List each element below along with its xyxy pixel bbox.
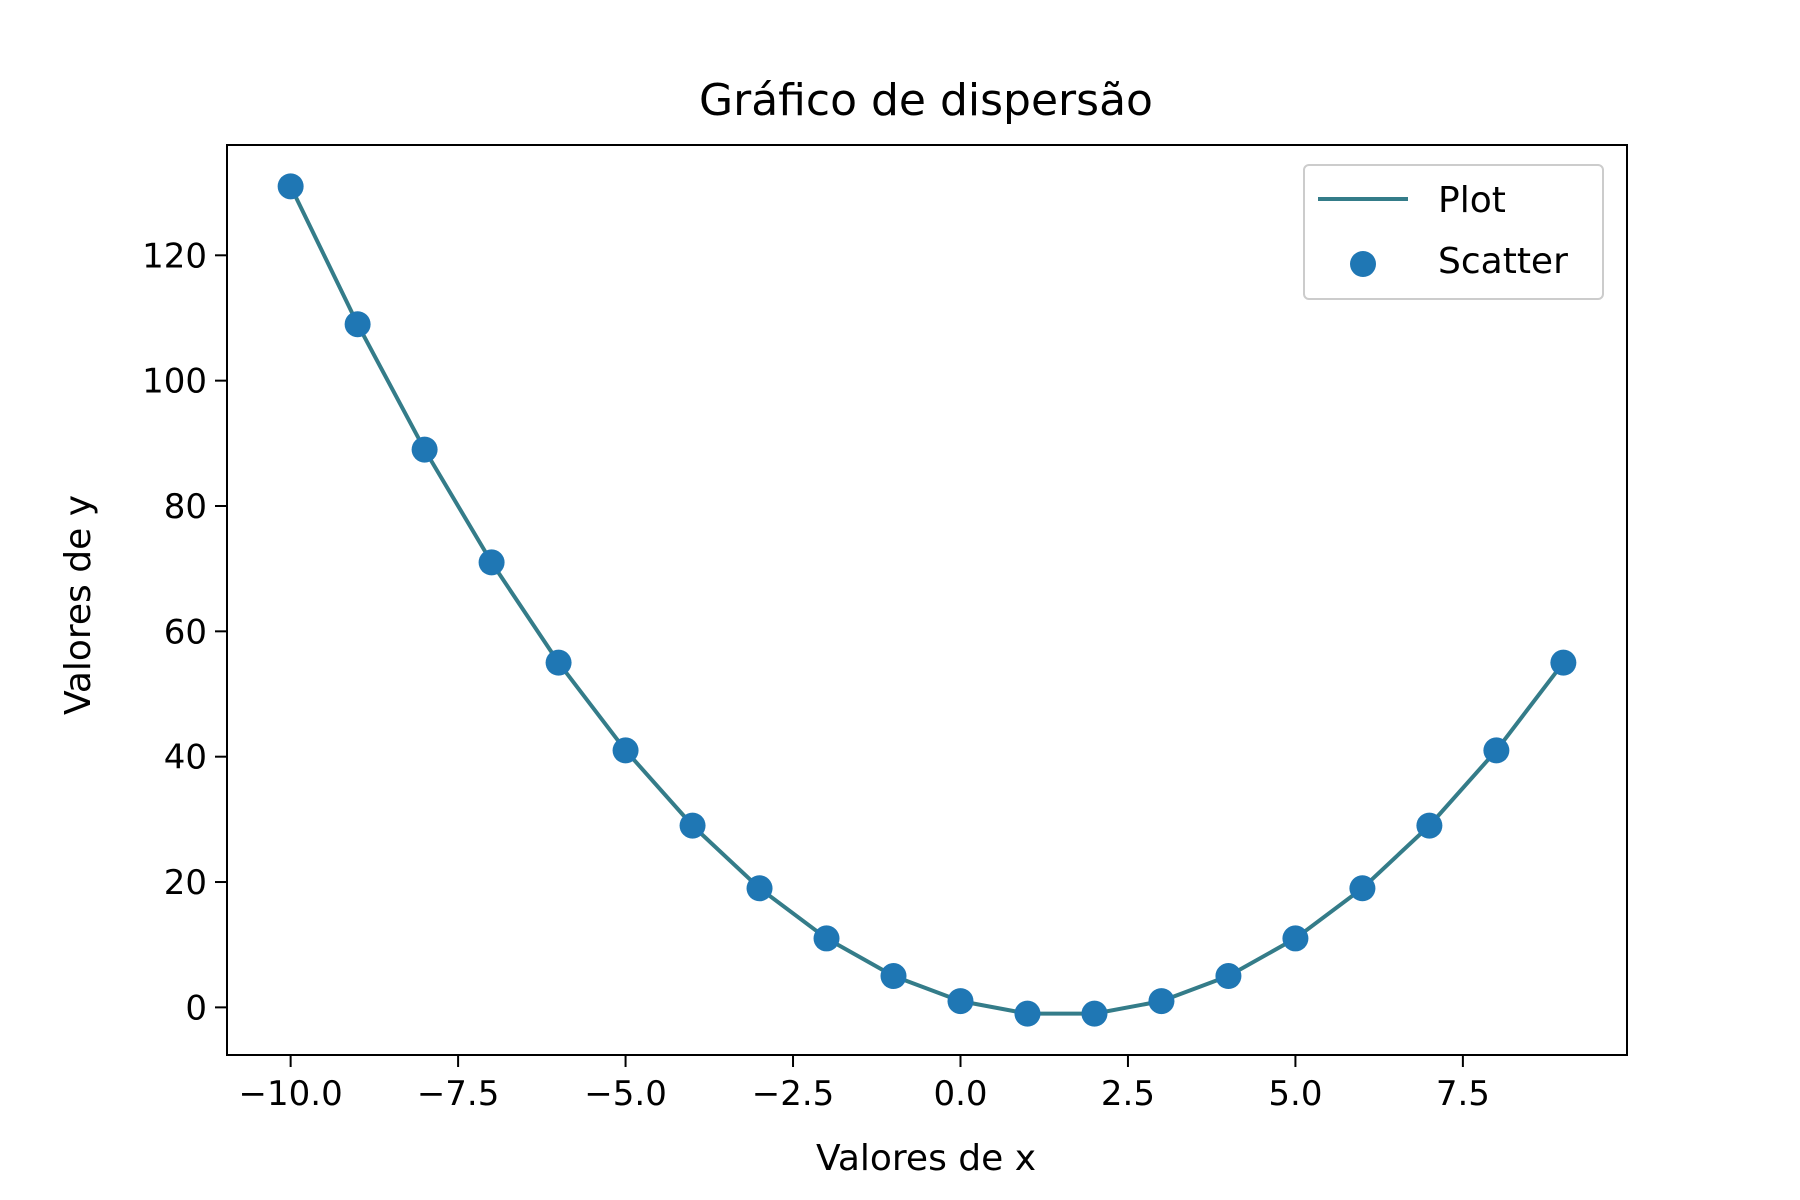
x-tick-label: −7.5: [417, 1074, 500, 1114]
x-tick-label: 5.0: [1268, 1074, 1322, 1114]
axes-frame: [226, 144, 1628, 1056]
x-tick-label: −2.5: [752, 1074, 835, 1114]
scatter-point: [947, 988, 974, 1015]
x-axis-label: Valores de x: [816, 1138, 1036, 1179]
scatter-point: [1014, 1000, 1041, 1027]
x-tick-label: 0.0: [933, 1074, 987, 1114]
x-tick-label: −10.0: [239, 1074, 343, 1114]
scatter-point: [612, 737, 639, 764]
scatter-point: [1483, 737, 1510, 764]
scatter-point: [411, 436, 438, 463]
scatter-point: [746, 875, 773, 902]
plot-area: [277, 173, 1577, 1027]
scatter-point: [1416, 812, 1443, 839]
scatter-point: [545, 649, 572, 676]
y-tick-label: 60: [164, 612, 207, 652]
x-axis: −10.0 −7.5 −5.0 −2.5 0.0 2.5 5.0 7.5: [239, 1055, 1490, 1114]
x-tick-label: 7.5: [1436, 1074, 1490, 1114]
legend-label-plot: Plot: [1438, 180, 1506, 221]
y-tick-label: 80: [164, 487, 207, 527]
scatter-point: [277, 173, 304, 200]
scatter-point: [1282, 925, 1309, 952]
scatter-point: [1550, 649, 1577, 676]
chart-title: Gráfico de dispersão: [699, 75, 1153, 126]
legend-swatch-scatter: [1350, 251, 1376, 277]
series-line-plot: [288, 185, 1565, 1016]
x-tick-label: 2.5: [1101, 1074, 1155, 1114]
scatter-point: [344, 311, 371, 338]
y-tick-label: 0: [185, 988, 207, 1028]
x-tick-label: −5.0: [584, 1074, 667, 1114]
y-tick-label: 100: [142, 362, 207, 402]
scatter-point: [478, 549, 505, 576]
scatter-point: [1148, 988, 1175, 1015]
scatter-point: [880, 963, 907, 990]
scatter-point: [679, 812, 706, 839]
y-axis: 0 20 40 60 80 100 120: [142, 236, 227, 1028]
scatter-point: [813, 925, 840, 952]
scatter-point: [1349, 875, 1376, 902]
scatter-point: [1081, 1000, 1108, 1027]
legend-label-scatter: Scatter: [1438, 241, 1568, 282]
y-tick-label: 20: [164, 863, 207, 903]
scatter-point: [1215, 963, 1242, 990]
y-tick-label: 40: [164, 738, 207, 778]
y-axis-label: Valores de y: [58, 495, 99, 715]
y-tick-label: 120: [142, 236, 207, 276]
legend: Plot Scatter: [1303, 164, 1604, 300]
